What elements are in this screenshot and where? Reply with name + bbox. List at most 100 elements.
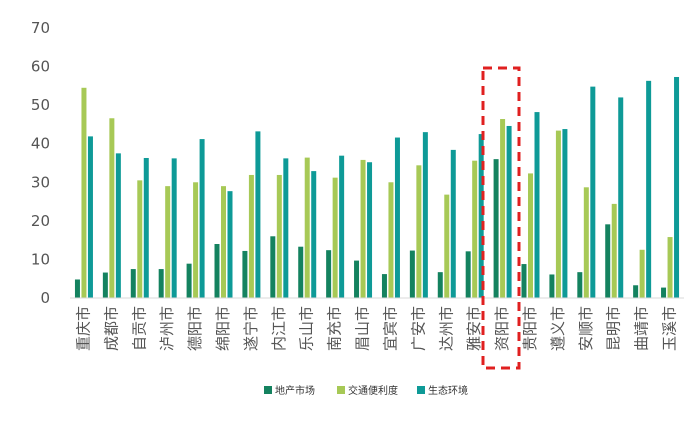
bar [186, 263, 192, 298]
bar [394, 137, 400, 298]
bar [500, 119, 506, 299]
bar [354, 260, 360, 298]
bar [248, 174, 254, 298]
x-tick-label: 昆明市 [605, 306, 623, 351]
x-tick-label: 泸州市 [158, 306, 176, 351]
bar [221, 186, 226, 298]
bar [242, 250, 248, 298]
bar [332, 177, 338, 298]
x-tick-label: 遂宁市 [242, 306, 260, 351]
y-axis: 0 10 20 30 40 50 60 70 [31, 19, 50, 307]
y-tick-label: 40 [31, 135, 50, 153]
bars [74, 76, 680, 299]
x-tick-label: 乐山市 [298, 306, 316, 351]
x-tick-label: 广安市 [409, 306, 427, 351]
bar [521, 264, 527, 298]
bar [646, 80, 652, 298]
x-tick-label: 德阳市 [186, 306, 204, 351]
bar [528, 173, 533, 298]
bar [326, 250, 332, 298]
x-tick-label: 宜宾市 [381, 306, 399, 351]
bar [360, 159, 366, 298]
bar [674, 76, 680, 298]
bar [227, 191, 233, 298]
bar [422, 132, 428, 298]
bar [339, 155, 345, 298]
bar [283, 158, 289, 298]
x-tick-label: 遵义市 [549, 306, 567, 351]
bar [444, 194, 450, 298]
bar [618, 97, 624, 298]
x-tick-label: 资阳市 [493, 306, 511, 351]
x-tick-label: 曲靖市 [633, 306, 651, 351]
bar [270, 236, 276, 298]
x-tick-label: 南充市 [326, 306, 344, 351]
bar [165, 186, 171, 298]
bar [472, 160, 478, 298]
bar [193, 182, 199, 298]
x-tick-label: 雅安市 [465, 306, 483, 351]
bar [130, 269, 136, 298]
legend-swatch [264, 386, 272, 394]
bar [171, 158, 177, 298]
highlight-box [481, 66, 521, 370]
legend-label: 交通便利度 [348, 384, 398, 397]
bar [549, 274, 555, 298]
bar [137, 180, 143, 298]
bar [667, 237, 673, 298]
x-tick-label: 贵阳市 [521, 306, 539, 351]
x-tick-label: 眉山市 [354, 306, 372, 351]
y-tick-label: 50 [31, 96, 50, 114]
bar [255, 131, 261, 298]
bar [478, 134, 484, 298]
bar [367, 162, 373, 298]
bar [298, 246, 304, 298]
bar [81, 87, 87, 299]
x-tick-label: 成都市 [102, 306, 120, 351]
x-tick-label: 玉溪市 [661, 306, 679, 351]
bar [381, 274, 387, 298]
y-tick-label: 0 [40, 289, 50, 307]
y-tick-label: 60 [31, 58, 50, 76]
bar [199, 139, 205, 298]
legend: 地产市场 交通便利度 生态环境 [264, 384, 468, 397]
bar [158, 269, 164, 298]
y-tick-label: 10 [31, 250, 50, 268]
bar [276, 174, 282, 298]
bar [143, 157, 149, 298]
x-tick-label: 安顺市 [577, 306, 595, 351]
bar [214, 244, 220, 298]
bar [562, 129, 568, 298]
bar [102, 272, 108, 298]
bar [493, 159, 499, 298]
bar [416, 165, 422, 298]
x-tick-label: 重庆市 [74, 306, 92, 351]
bar [534, 112, 540, 298]
bar [74, 279, 80, 298]
bar [583, 187, 589, 298]
bar [577, 272, 583, 298]
y-tick-label: 20 [31, 212, 50, 230]
legend-label: 生态环境 [428, 384, 468, 397]
bar [590, 86, 596, 298]
bar [555, 130, 561, 298]
legend-swatch [417, 386, 425, 394]
bar [87, 136, 93, 298]
y-tick-label: 30 [31, 173, 50, 191]
x-tick-label: 绵阳市 [214, 306, 232, 351]
x-tick-label: 达州市 [437, 306, 455, 351]
y-tick-label: 70 [31, 19, 50, 37]
bar [605, 224, 611, 298]
legend-swatch [337, 386, 345, 394]
bar [611, 203, 617, 298]
x-tick-label: 内江市 [270, 306, 288, 351]
bar [311, 171, 317, 298]
x-tick-label: 自贡市 [130, 306, 148, 351]
bar [633, 285, 639, 298]
bar [506, 125, 512, 298]
bar [409, 250, 415, 298]
bar [465, 251, 471, 298]
bar [304, 157, 310, 298]
bar [639, 249, 645, 298]
legend-label: 地产市场 [275, 384, 315, 397]
